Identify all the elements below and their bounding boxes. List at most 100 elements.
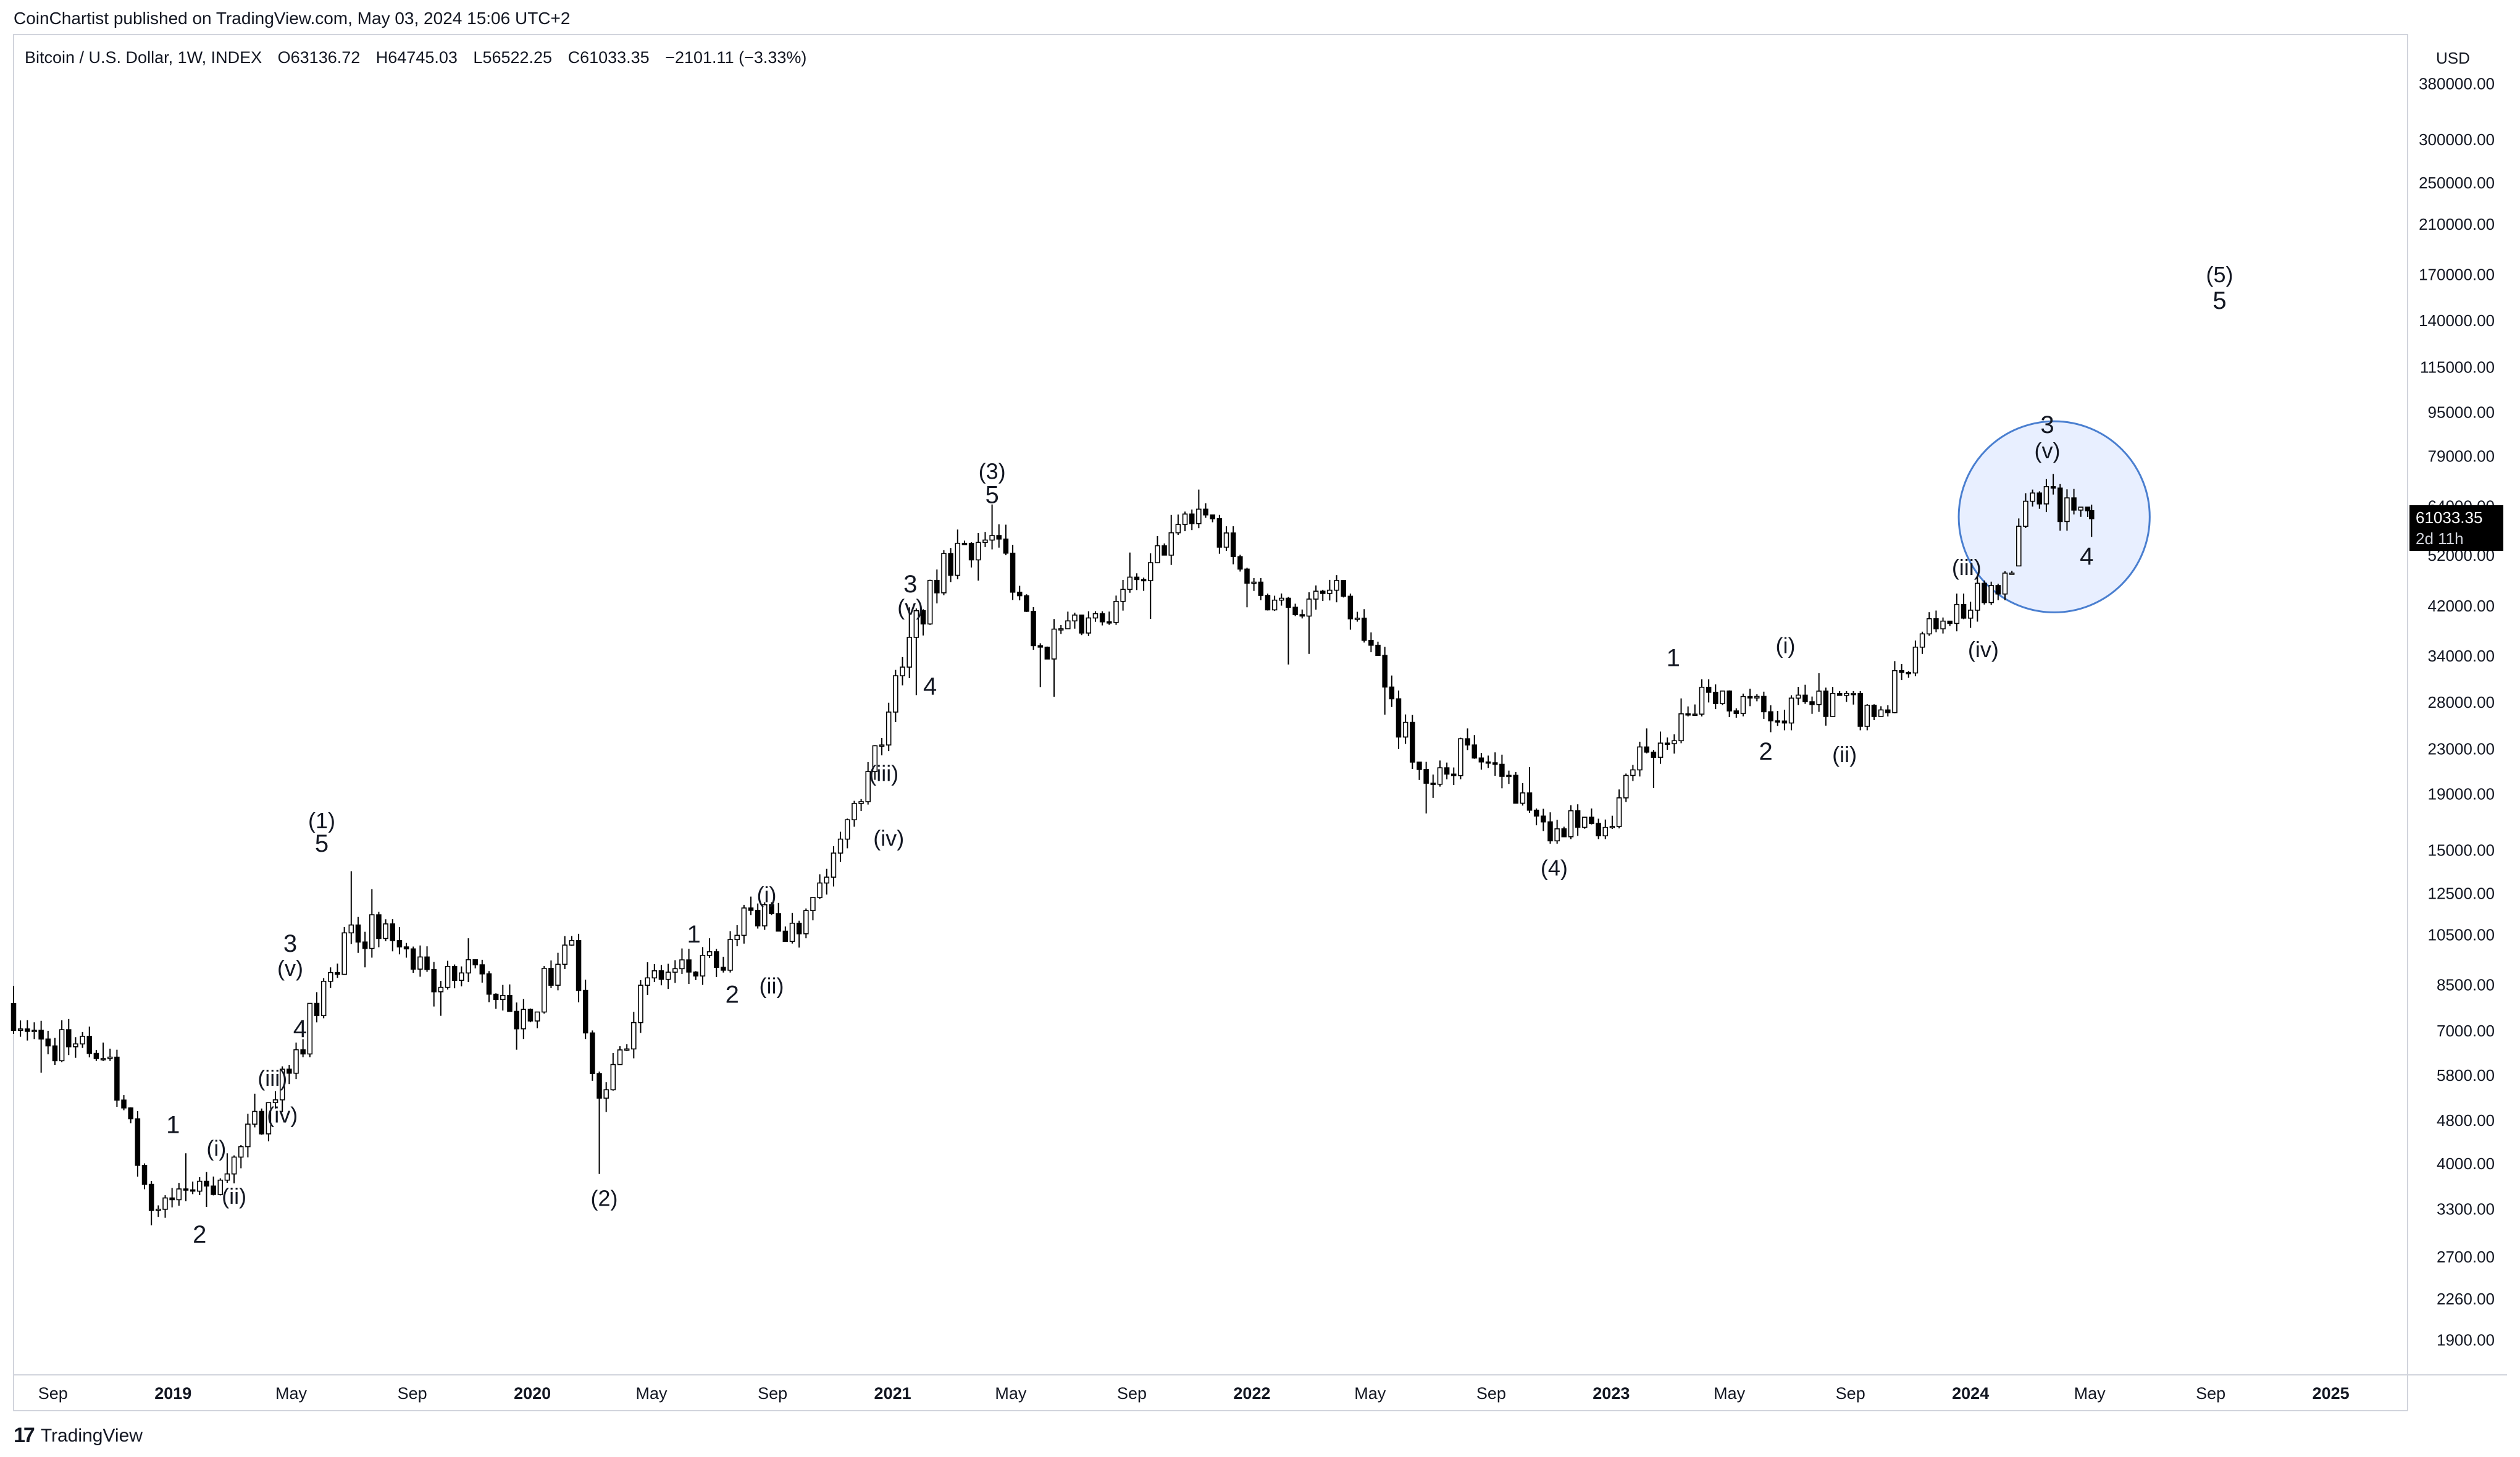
wave-label[interactable]: (ii)	[1832, 742, 1857, 767]
wave-label[interactable]: (ii)	[222, 1183, 246, 1209]
wave-label[interactable]: 1	[1667, 644, 1680, 671]
wave-label[interactable]: 5	[985, 481, 998, 508]
weekly-candle	[562, 936, 567, 969]
candle-body-down	[1361, 618, 1367, 641]
candle-body-up	[1919, 633, 1925, 648]
time-tick-month: Sep	[758, 1384, 787, 1403]
candle-body-up	[872, 745, 878, 772]
wave-label[interactable]: 2	[726, 981, 739, 1008]
wave-label[interactable]: 5	[315, 830, 329, 857]
weekly-candle	[1802, 684, 1808, 704]
wave-label[interactable]: (iii)	[257, 1065, 287, 1091]
time-tick-year: 2023	[1593, 1384, 1630, 1403]
candle-body-up	[383, 923, 388, 939]
wave-label[interactable]: 4	[293, 1015, 307, 1043]
weekly-candle	[451, 964, 458, 989]
weekly-candle	[403, 943, 409, 958]
weekly-candle	[245, 1114, 251, 1157]
wave-label[interactable]: (v)	[897, 595, 923, 620]
wave-label[interactable]: (2)	[590, 1185, 617, 1211]
wave-label[interactable]: (ii)	[760, 973, 784, 998]
weekly-candle	[1657, 731, 1664, 764]
candle-body-up	[852, 803, 857, 821]
candle-body-down	[424, 956, 430, 970]
weekly-candle	[900, 657, 905, 686]
wave-label[interactable]: 3	[283, 930, 297, 957]
candle-body-down	[314, 1002, 320, 1017]
candle-body-up	[73, 1043, 78, 1048]
weekly-candle	[734, 925, 740, 947]
time-tick-month: May	[1714, 1384, 1746, 1403]
candle-body-down	[1141, 579, 1147, 582]
wave-label[interactable]: (i)	[757, 882, 777, 907]
weekly-candle	[1107, 611, 1112, 625]
tradingview-logo[interactable]: 17 TradingView	[14, 1424, 143, 1448]
weekly-candle	[1844, 691, 1849, 702]
wave-label[interactable]: (v)	[277, 955, 303, 981]
currency-label[interactable]: USD	[2436, 49, 2470, 67]
wave-label[interactable]: (iv)	[1968, 637, 1999, 662]
wave-label[interactable]: (1)	[308, 808, 335, 833]
wave-label[interactable]: (i)	[1775, 632, 1795, 658]
weekly-candle	[776, 902, 781, 932]
price-tick-label: 12500.00	[2428, 884, 2495, 902]
weekly-candle	[2071, 489, 2077, 514]
weekly-candle	[2016, 518, 2022, 567]
wave-label[interactable]: (5)	[2206, 262, 2233, 287]
weekly-candle	[231, 1155, 237, 1183]
candle-body-up	[1795, 694, 1801, 699]
candle-body-down	[1237, 556, 1243, 570]
wave-label[interactable]: (4)	[1541, 855, 1568, 880]
wave-label[interactable]: (3)	[979, 458, 1006, 484]
wave-label[interactable]: (iii)	[869, 760, 898, 786]
candle-body-up	[1271, 599, 1278, 611]
weekly-candle	[1196, 489, 1202, 529]
candle-body-up	[1506, 775, 1512, 778]
wave-label[interactable]: 1	[687, 921, 700, 948]
candle-body-down	[1244, 568, 1250, 584]
candle-body-down	[2085, 506, 2091, 511]
wave-label[interactable]: 1	[166, 1112, 180, 1139]
candle-body-up	[1196, 508, 1202, 524]
time-tick-month: Sep	[398, 1384, 427, 1403]
wave-label[interactable]: (v)	[2035, 438, 2061, 463]
highlight-circle[interactable]	[1957, 420, 2151, 613]
wave-label[interactable]: (i)	[206, 1135, 226, 1161]
weekly-candle	[1788, 695, 1794, 731]
weekly-candle	[1465, 728, 1470, 750]
wave-label[interactable]: 4	[923, 673, 937, 700]
wave-label[interactable]: 5	[2212, 287, 2226, 314]
wave-label[interactable]: (iv)	[267, 1102, 298, 1128]
weekly-candle	[1313, 585, 1319, 610]
weekly-candle	[1051, 619, 1057, 697]
weekly-candle	[1795, 687, 1801, 705]
weekly-candle	[631, 1012, 637, 1059]
price-tick-label: 5800.00	[2437, 1066, 2495, 1085]
wave-label[interactable]: (iv)	[873, 825, 904, 850]
weekly-candle	[1450, 767, 1457, 785]
candle-body-up	[1954, 603, 1960, 624]
candle-body-up	[1975, 582, 1980, 611]
weekly-candle	[1912, 640, 1919, 676]
candle-body-down	[1099, 613, 1105, 623]
symbol-name[interactable]: Bitcoin / U.S. Dollar, 1W, INDEX	[25, 48, 262, 67]
weekly-candle	[514, 1002, 519, 1050]
wave-label[interactable]: 3	[903, 571, 917, 598]
wave-label[interactable]: 3	[2040, 411, 2054, 439]
wave-label[interactable]: 2	[1759, 738, 1772, 765]
price-axis: 380000.00 300000.00 250000.00 210000.00 1700…	[2419, 74, 2495, 1349]
candle-body-up	[1313, 590, 1319, 600]
candle-body-down	[300, 1049, 306, 1055]
wave-label[interactable]: (iii)	[1952, 555, 1982, 580]
wave-label[interactable]: 4	[2080, 543, 2093, 570]
weekly-candle	[1299, 609, 1305, 619]
candle-body-up	[913, 610, 919, 638]
candle-body-down	[1341, 580, 1346, 597]
weekly-candle	[1258, 577, 1264, 600]
wave-label[interactable]: 2	[193, 1221, 206, 1248]
weekly-candle	[693, 971, 699, 980]
weekly-candle	[1975, 576, 1980, 622]
weekly-candle	[1127, 552, 1133, 593]
weekly-candle	[1279, 593, 1284, 606]
